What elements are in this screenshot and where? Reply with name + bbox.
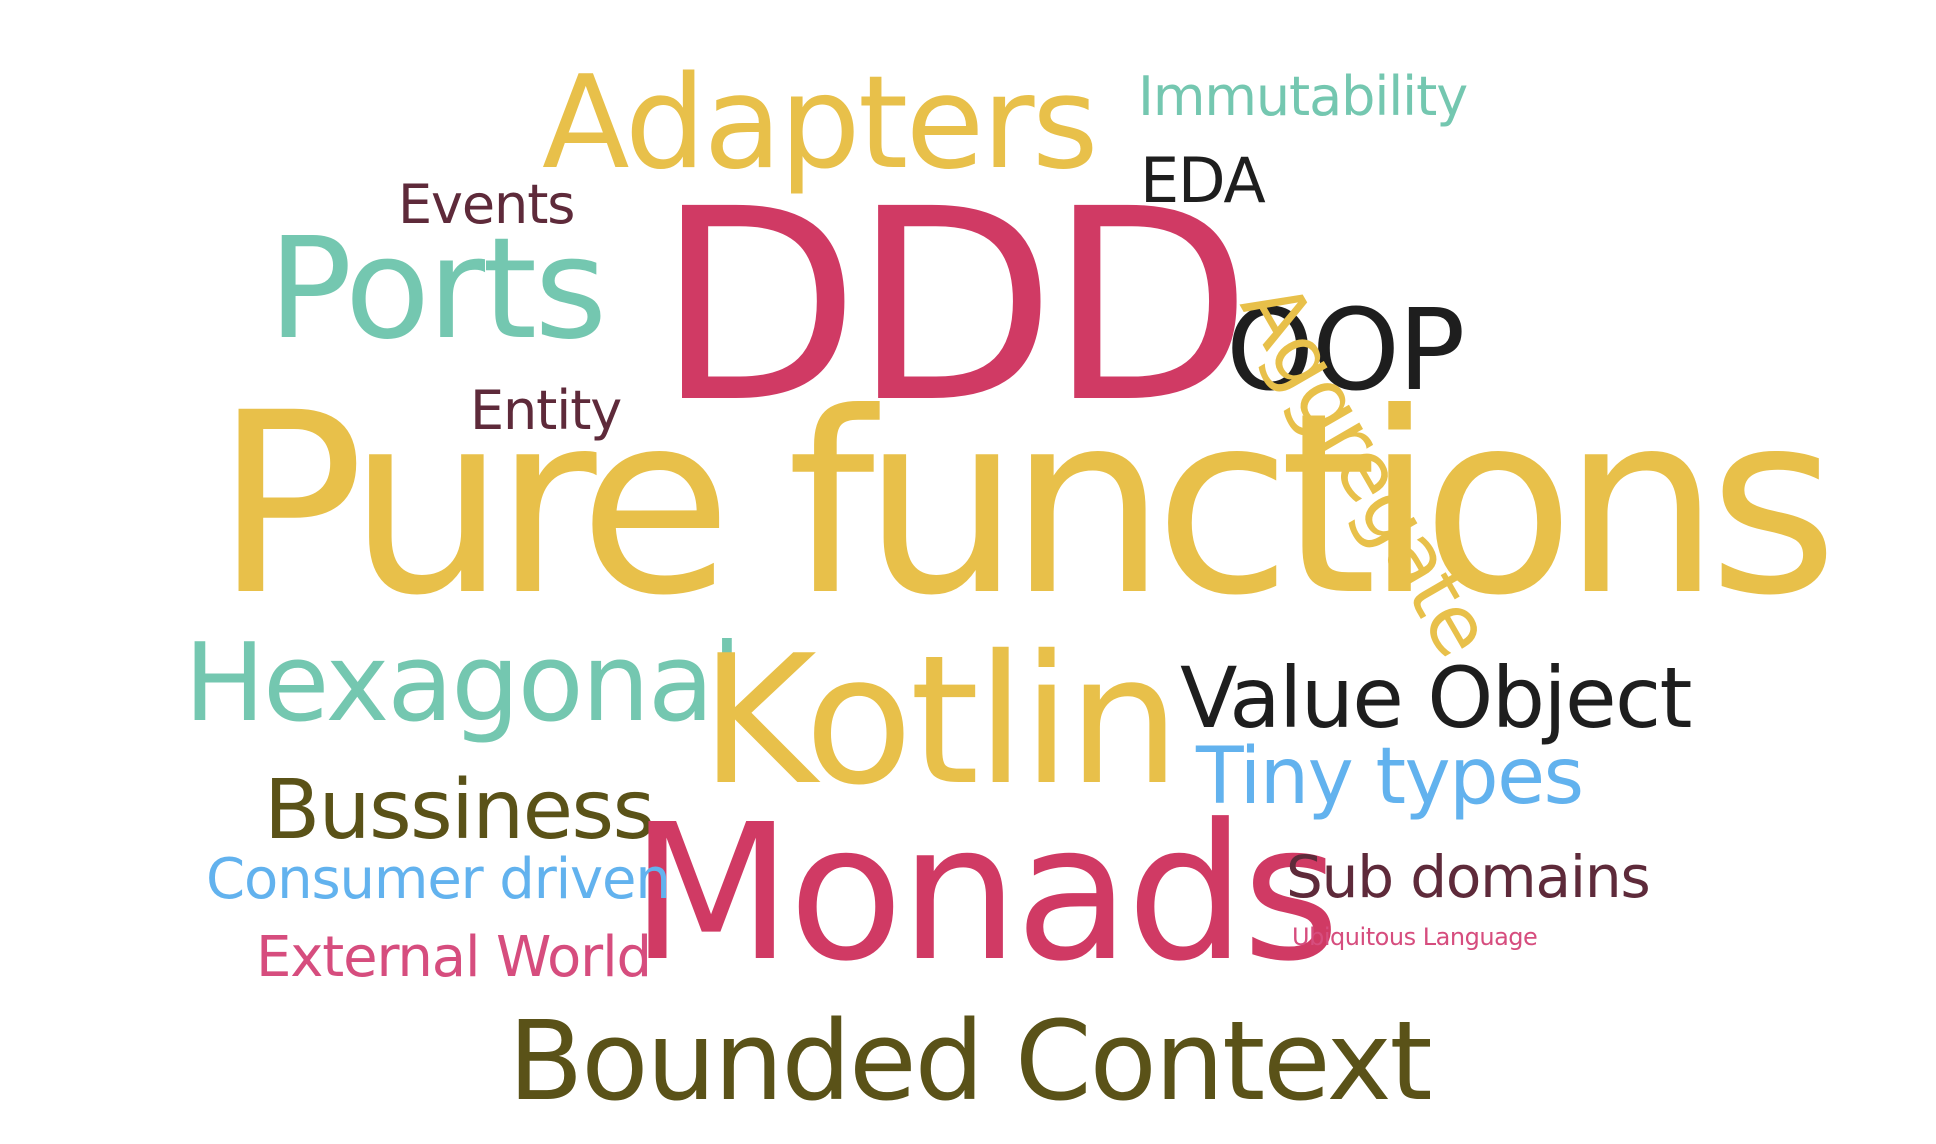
word-external-world: External World — [256, 925, 652, 990]
word-ports: Ports — [268, 208, 607, 371]
word-events: Events — [398, 173, 575, 236]
word-adapters: Adapters — [542, 49, 1099, 198]
word-hexagonal: Hexagonal — [184, 621, 742, 746]
word-ddd: DDD — [656, 153, 1252, 461]
word-monads: Monads — [630, 784, 1340, 1003]
word-kotlin: Kotlin — [700, 617, 1180, 824]
word-value-object: Value Object — [1180, 649, 1692, 747]
word-pure-functions: Pure functions — [214, 359, 1838, 650]
word-tiny-types: Tiny types — [1196, 732, 1584, 822]
word-entity: Entity — [470, 379, 622, 442]
word-sub-domains: Sub domains — [1286, 843, 1651, 911]
word-consumer-driven: Consumer driven — [206, 847, 671, 912]
word-ubiquitous-language: Ubiquitous Language — [1292, 923, 1538, 951]
word-bounded-context: Bounded Context — [508, 997, 1433, 1125]
word-eda: EDA — [1140, 144, 1266, 217]
word-bussiness: Bussiness — [264, 763, 655, 858]
word-immutability: Immutability — [1138, 65, 1468, 128]
word-oop: OOP — [1226, 286, 1465, 416]
